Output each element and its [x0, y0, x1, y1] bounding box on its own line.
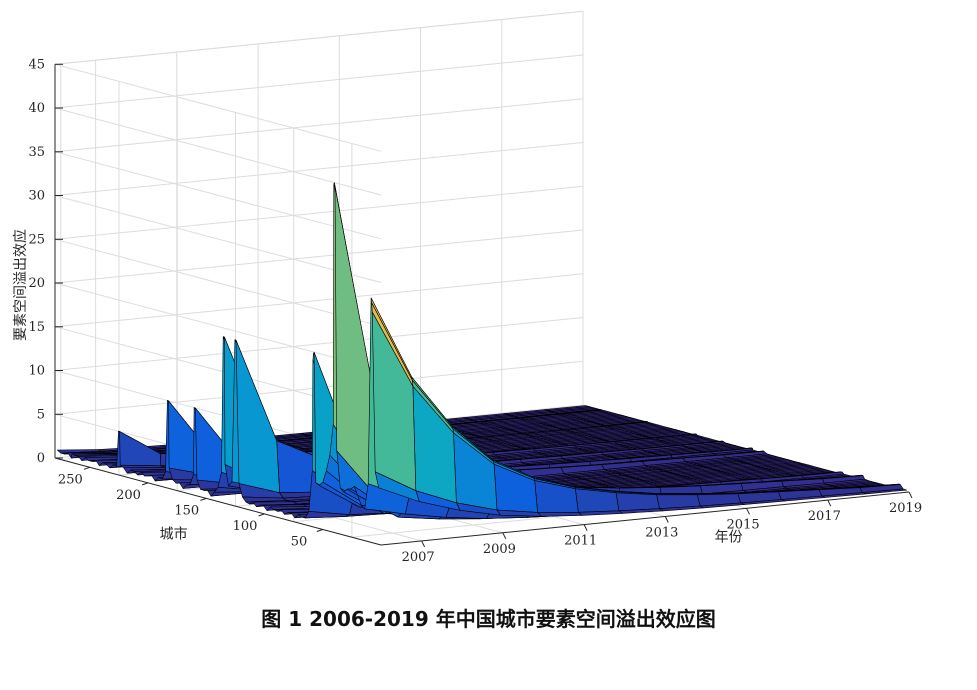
z-tick-label: 10: [28, 364, 45, 379]
grid-line-z: [54, 54, 584, 109]
surface-patch: [412, 385, 457, 504]
x-tick-label: 2019: [889, 501, 922, 516]
grid-line-z: [54, 273, 584, 328]
y-tick-label: 250: [58, 472, 83, 487]
grid-line-z: [54, 317, 584, 371]
grid-line-z: [54, 282, 382, 371]
y-tick-label: 200: [116, 488, 141, 503]
tick-labels: 2007200920112013201520172019250200150100…: [28, 57, 922, 565]
x-tick-label: 2015: [727, 517, 760, 532]
y-axis-label: 城市: [160, 526, 188, 543]
z-tick-label: 0: [37, 451, 45, 466]
y-tick-label: 100: [233, 519, 258, 534]
x-tick-label: 2013: [645, 525, 678, 540]
z-tick-label: 45: [28, 57, 45, 72]
surface-chart: 2007200920112013201520172019250200150100…: [12, 10, 922, 565]
grid-line-z: [54, 63, 382, 152]
grid-line-z: [54, 107, 382, 196]
figure-caption: 图 1 2006-2019 年中国城市要素空间溢出效应图: [261, 607, 716, 631]
surface-plot: [56, 182, 908, 520]
grid-line-z: [54, 229, 584, 284]
surface-patch: [371, 311, 417, 492]
z-tick-label: 15: [28, 320, 45, 335]
z-tick-label: 5: [37, 407, 45, 422]
surface-patch: [537, 511, 583, 517]
grid-line-z: [54, 238, 382, 327]
z-axis-label: 要素空间溢出效应: [12, 229, 29, 341]
y-tick-label: 50: [291, 534, 308, 549]
z-tick-label: 25: [28, 232, 45, 247]
axes-lines: [54, 63, 913, 548]
x-axis-line: [380, 491, 910, 546]
grid-line-z: [54, 195, 382, 283]
grid-line-z: [54, 151, 382, 240]
surface-patch: [615, 492, 660, 512]
z-tick-label: 35: [28, 145, 45, 160]
x-tick-label: 2017: [808, 509, 841, 524]
y-axis-line: [54, 457, 382, 546]
axis-labels: 年份 城市 要素空间溢出效应: [12, 229, 743, 545]
z-tick-label: 20: [28, 276, 45, 291]
back-wall-edge: [54, 10, 584, 405]
z-tick-label: 30: [28, 189, 45, 204]
y-tick-label: 150: [174, 503, 199, 518]
grid-line-z: [54, 142, 584, 196]
grid-line-z: [54, 185, 584, 240]
x-tick-label: 2009: [483, 542, 516, 557]
x-axis-label: 年份: [715, 529, 743, 545]
grid-line-z: [54, 98, 584, 153]
z-tick-label: 40: [28, 101, 45, 116]
surface-patch: [574, 488, 620, 513]
x-tick-label: 2007: [402, 550, 435, 565]
x-tick-label: 2011: [564, 534, 597, 549]
surface-patch: [374, 471, 420, 502]
